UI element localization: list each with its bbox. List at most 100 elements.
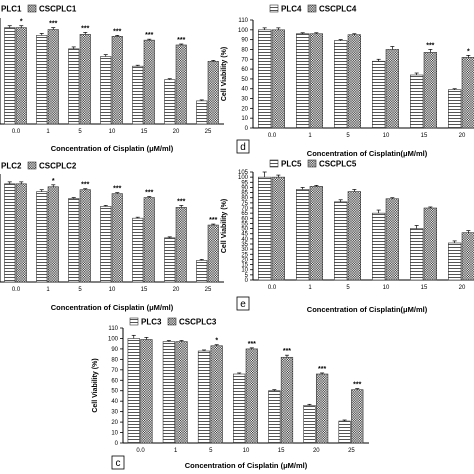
- bar-plc3-1: [162, 341, 176, 444]
- x-tick-label: 20: [459, 285, 466, 291]
- y-axis-label: Cell Viability (%): [92, 358, 99, 412]
- legend-swatch: [167, 317, 177, 326]
- bar-plc2-15: [132, 217, 144, 283]
- y-tick-label: 25: [241, 252, 248, 258]
- bar-cscplc3-20: [315, 373, 329, 444]
- y-tick-label: 40: [241, 87, 248, 93]
- y-tick-label: 0: [115, 441, 119, 447]
- bar-cscplc3-0.0: [140, 339, 153, 444]
- bar-cscplc3-15: [280, 356, 294, 444]
- bar-plc5-0.0: [258, 176, 272, 281]
- y-tick-label: 80: [111, 357, 118, 363]
- significance-marker: *: [20, 19, 23, 26]
- y-tick-label: 110: [238, 18, 248, 24]
- significance-marker: ***: [283, 348, 291, 355]
- bar-plc2-20: [164, 237, 176, 283]
- y-axis-label: Cell Viability (%): [221, 47, 228, 101]
- bar-cscplc1-15: [143, 39, 155, 125]
- bar-plc5-10: [372, 212, 386, 281]
- bar-plc3-20: [303, 405, 316, 444]
- x-axis-label: Concentration of Cisplatin (μM/ml): [185, 461, 308, 470]
- bar-cscplc4-15: [423, 52, 437, 129]
- significance-marker: ***: [177, 37, 185, 44]
- x-tick-label: 10: [109, 287, 116, 293]
- bar-cscplc5-10: [385, 198, 399, 281]
- x-tick-label: 15: [278, 448, 285, 454]
- bar-cscplc4-0.0: [271, 29, 285, 129]
- x-tick-label: 20: [173, 129, 180, 135]
- x-axis-label: Concentration of Cisplatin(μM/ml): [307, 149, 428, 158]
- x-tick-label: 5: [209, 448, 213, 454]
- significance-marker: ***: [426, 42, 434, 49]
- y-tick-label: 60: [241, 216, 248, 222]
- significance-marker: ***: [81, 25, 89, 32]
- x-tick-label: 20: [313, 448, 320, 454]
- x-tick-label: 20: [173, 287, 180, 293]
- bar-plc1-1: [36, 35, 48, 125]
- bar-plc1-5: [68, 48, 80, 125]
- x-tick-label: 0.0: [136, 448, 145, 454]
- bar-plc3-15: [268, 390, 281, 444]
- y-tick-label: 50: [111, 389, 118, 395]
- legend-swatch: [129, 317, 139, 326]
- significance-marker: ***: [177, 198, 185, 205]
- bar-plc2-5: [68, 198, 80, 283]
- x-tick-label: 10: [109, 129, 116, 135]
- legend-label: PLC4: [281, 5, 302, 14]
- legend-label: PLC1: [1, 5, 22, 14]
- significance-marker: ***: [145, 32, 153, 39]
- y-tick-label: 0: [245, 278, 249, 284]
- bar-plc1-25: [196, 100, 208, 125]
- y-tick-label: 30: [241, 247, 248, 253]
- bar-plc5-20: [448, 242, 462, 281]
- y-tick-label: 90: [241, 185, 248, 191]
- bar-cscplc2-1: [47, 186, 59, 283]
- panel-letter: c: [116, 458, 121, 469]
- x-axis-label: Concentration of Cisplatin (μM/ml): [51, 303, 174, 312]
- x-tick-label: 25: [205, 129, 212, 135]
- x-tick-label: 5: [78, 287, 82, 293]
- y-tick-label: 70: [111, 368, 118, 374]
- x-tick-label: 25: [348, 448, 355, 454]
- y-tick-label: 80: [241, 196, 248, 202]
- bar-cscplc3-5: [210, 345, 223, 444]
- x-axis-label: Concentration of Cisplatin(μM/ml): [307, 305, 428, 314]
- y-tick-label: 30: [241, 97, 248, 103]
- y-tick-label: 100: [238, 28, 249, 34]
- x-tick-label: 20: [459, 133, 466, 139]
- y-tick-label: 50: [241, 227, 248, 233]
- significance-marker: ***: [113, 186, 121, 193]
- bar-plc2-0.0: [4, 183, 16, 283]
- bar-plc3-5: [197, 350, 211, 444]
- x-tick-label: 15: [421, 285, 428, 291]
- significance-marker: ***: [145, 190, 153, 197]
- panel-letter-box: [236, 296, 250, 311]
- legend-label: PLC2: [1, 162, 22, 171]
- panel-letter: e: [240, 299, 246, 310]
- panel-letter-box: [236, 139, 250, 154]
- panel-letter: d: [240, 142, 246, 153]
- y-tick-label: 20: [241, 257, 248, 263]
- y-tick-label: 65: [241, 211, 248, 217]
- x-tick-label: 10: [383, 285, 390, 291]
- significance-marker: ***: [248, 341, 256, 348]
- y-tick-label: 20: [241, 106, 248, 112]
- bar-plc1-15: [132, 65, 144, 125]
- significance-marker: ***: [318, 366, 326, 373]
- bar-plc5-15: [410, 228, 424, 281]
- x-tick-label: 0.0: [268, 285, 277, 291]
- bar-cscplc3-10: [245, 348, 258, 444]
- bar-plc2-1: [36, 191, 48, 283]
- chart-panel-3: 0510152025303540455055606570758085909510…: [221, 160, 474, 314]
- y-tick-label: 85: [241, 191, 248, 197]
- bar-plc1-10: [100, 56, 112, 125]
- y-tick-label: 10: [111, 431, 118, 437]
- significance-marker: ***: [353, 382, 361, 389]
- y-tick-label: 60: [111, 378, 118, 384]
- y-tick-label: 100: [238, 175, 249, 181]
- significance-marker: ***: [209, 217, 217, 224]
- bar-cscplc2-20: [175, 207, 187, 283]
